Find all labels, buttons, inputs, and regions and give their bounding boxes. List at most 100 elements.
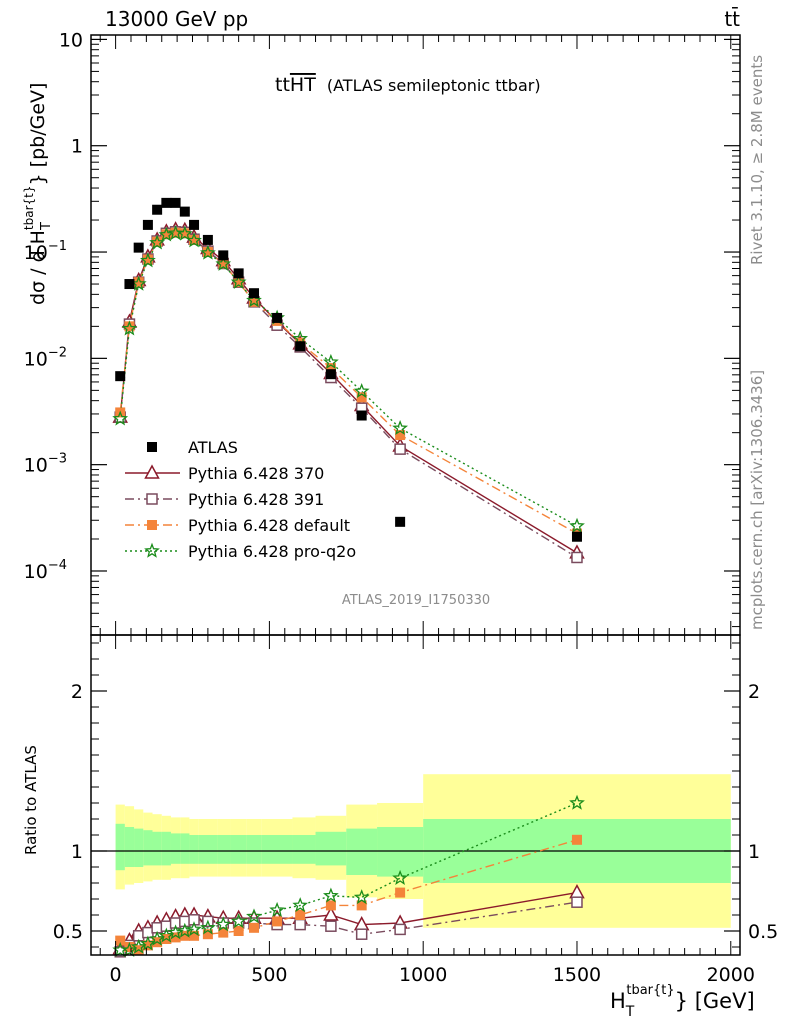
main-point-pythia-6-428-default — [325, 363, 336, 374]
ratio-y-tick-label-left: 2 — [71, 681, 83, 703]
ratio-point-pythia-6-428-default — [249, 922, 260, 933]
ratio-point-pythia-6-428-pro-q2o — [322, 887, 339, 903]
main-point-pythia-6-428-pro-q2o — [322, 353, 339, 369]
ratio-band-green — [315, 831, 347, 866]
ratio-y-tick-label-left: 1 — [71, 841, 83, 863]
main-point-pythia-6-428-pro-q2o — [353, 383, 370, 399]
ratio-point-pythia-6-428-default — [395, 887, 406, 898]
ratio-point-pythia-6-428-default — [571, 834, 582, 845]
main-y-label-main: dσ / d H — [27, 230, 49, 305]
ratio-point-pythia-6-428-391 — [394, 923, 406, 936]
ratio-band-green — [170, 833, 181, 864]
ratio-axis-ticks: 0.5 0.5 1 1 2 2 0 500 1000 1500 2000 — [53, 635, 778, 986]
ratio-point-pythia-6-428-391 — [325, 920, 337, 932]
main-y-tick-label: 10−3 — [24, 452, 67, 477]
main-point-pythia-6-428-391 — [571, 551, 583, 564]
legend-label-atlas: ATLAS — [188, 438, 238, 457]
main-point-pythia-6-428-pro-q2o — [246, 292, 262, 308]
legend-label-pythia-6-428-391: Pythia 6.428 391 — [188, 490, 324, 509]
ratio-series-markers — [112, 794, 585, 958]
ratio-band-green — [217, 835, 231, 864]
ratio-point-pythia-6-428-391 — [294, 918, 306, 931]
x-tick-label: 1500 — [553, 964, 601, 986]
main-point-atlas — [161, 197, 172, 208]
ratio-point-pythia-6-428-pro-q2o — [569, 794, 585, 810]
header-process-label: tt̄ — [724, 6, 740, 31]
ratio-y-tick-label-right: 1 — [748, 841, 760, 863]
main-title-overline: HT — [290, 74, 316, 96]
rivet-version-label: Rivet 3.1.10, ≥ 2.8M events — [748, 55, 766, 265]
ratio-band-green — [230, 835, 247, 864]
ratio-y-tick-label-right: 0.5 — [748, 921, 778, 943]
x-tick-label: 0 — [110, 964, 122, 986]
ratio-point-pythia-6-428-pro-q2o — [269, 901, 285, 917]
main-point-atlas — [233, 268, 244, 279]
ratio-point-pythia-6-428-pro-q2o — [292, 897, 308, 913]
ratio-point-pythia-6-428-pro-q2o — [353, 889, 370, 905]
main-point-pythia-6-428-default — [189, 234, 200, 245]
main-point-pythia-6-428-pro-q2o — [186, 232, 202, 248]
ratio-point-pythia-6-428-391 — [355, 928, 368, 940]
ratio-point-pythia-6-428-pro-q2o — [149, 930, 165, 946]
main-point-pythia-6-428-default — [142, 254, 153, 265]
main-point-pythia-6-428-pro-q2o — [230, 273, 247, 289]
main-point-atlas — [179, 206, 190, 217]
main-point-pythia-6-428-pro-q2o — [139, 252, 156, 268]
x-tick-label: 2000 — [707, 964, 755, 986]
main-point-atlas — [395, 516, 406, 527]
ratio-point-pythia-6-428-default — [325, 900, 336, 911]
main-point-pythia-6-428-default — [233, 277, 244, 288]
ratio-band-green — [134, 828, 144, 867]
ratio-y-tick-label-right: 2 — [748, 681, 760, 703]
ratio-point-pythia-6-428-pro-q2o — [121, 941, 138, 957]
ratio-y-tick-label-left: 0.5 — [53, 921, 83, 943]
main-point-pythia-6-428-pro-q2o — [121, 320, 138, 336]
main-point-pythia-6-428-default — [179, 228, 190, 239]
ratio-band-green — [189, 835, 199, 864]
main-point-pythia-6-428-pro-q2o — [112, 410, 129, 426]
main-point-atlas — [218, 250, 229, 261]
ratio-point-pythia-6-428-pro-q2o — [200, 919, 216, 935]
main-point-atlas — [152, 204, 163, 215]
ratio-point-pythia-6-428-default — [202, 929, 213, 940]
main-point-atlas — [202, 234, 213, 245]
main-point-pythia-6-428-default — [218, 258, 229, 269]
main-point-pythia-6-428-pro-q2o — [199, 244, 216, 260]
ratio-point-pythia-6-428-default — [179, 930, 190, 941]
ratio-point-pythia-6-428-default — [356, 900, 367, 911]
main-line-pythia-6-428-default — [119, 231, 578, 535]
main-title-suffix: (ATLAS semileptonic ttbar) — [327, 76, 541, 95]
ratio-point-pythia-6-428-pro-q2o — [230, 913, 247, 929]
ratio-point-pythia-6-428-default — [142, 940, 153, 951]
main-point-pythia-6-428-default — [395, 430, 406, 441]
legend-label-pythia-6-428-pro-q2o: Pythia 6.428 pro-q2o — [188, 542, 356, 561]
main-point-pythia-6-428-default — [152, 236, 163, 247]
main-y-label-sub: T — [39, 222, 54, 231]
main-y-label-tail: } [pb/GeV] — [27, 83, 49, 186]
mcplots-label: mcplots.cern.ch [arXiv:1306.3436] — [748, 370, 766, 630]
legend-marker-pythia-6-428-pro-q2o — [144, 542, 160, 558]
main-point-atlas — [356, 410, 367, 421]
legend-label-pythia-6-428-370: Pythia 6.428 370 — [188, 464, 324, 483]
main-point-pythia-6-428-default — [202, 247, 213, 258]
ratio-point-pythia-6-428-pro-q2o — [186, 921, 202, 937]
main-point-atlas — [133, 242, 144, 253]
ratio-point-pythia-6-428-default — [295, 910, 306, 920]
x-label-sub: T — [625, 1004, 635, 1020]
ratio-point-pythia-6-428-default — [272, 916, 283, 927]
ratio-point-pythia-6-428-391 — [571, 896, 583, 908]
ratio-band-green — [180, 833, 190, 864]
ratio-band-green — [198, 835, 218, 864]
ratio-point-pythia-6-428-default — [170, 932, 181, 943]
ratio-band-green — [261, 835, 293, 864]
main-point-pythia-6-428-391 — [394, 443, 406, 455]
main-point-atlas — [142, 219, 153, 230]
legend-label-pythia-6-428-default: Pythia 6.428 default — [188, 516, 350, 535]
analysis-id-label: ATLAS_2019_I1750330 — [342, 593, 490, 608]
main-point-pythia-6-428-default — [124, 321, 135, 332]
header-energy-label: 13000 GeV pp — [105, 7, 248, 31]
ratio-point-pythia-6-428-370 — [323, 906, 339, 921]
ratio-band-green — [346, 828, 378, 875]
main-point-pythia-6-428-pro-q2o — [215, 255, 232, 271]
main-axis-ticks: 10 1 10−1 10−2 10−3 10−4 — [24, 29, 740, 635]
